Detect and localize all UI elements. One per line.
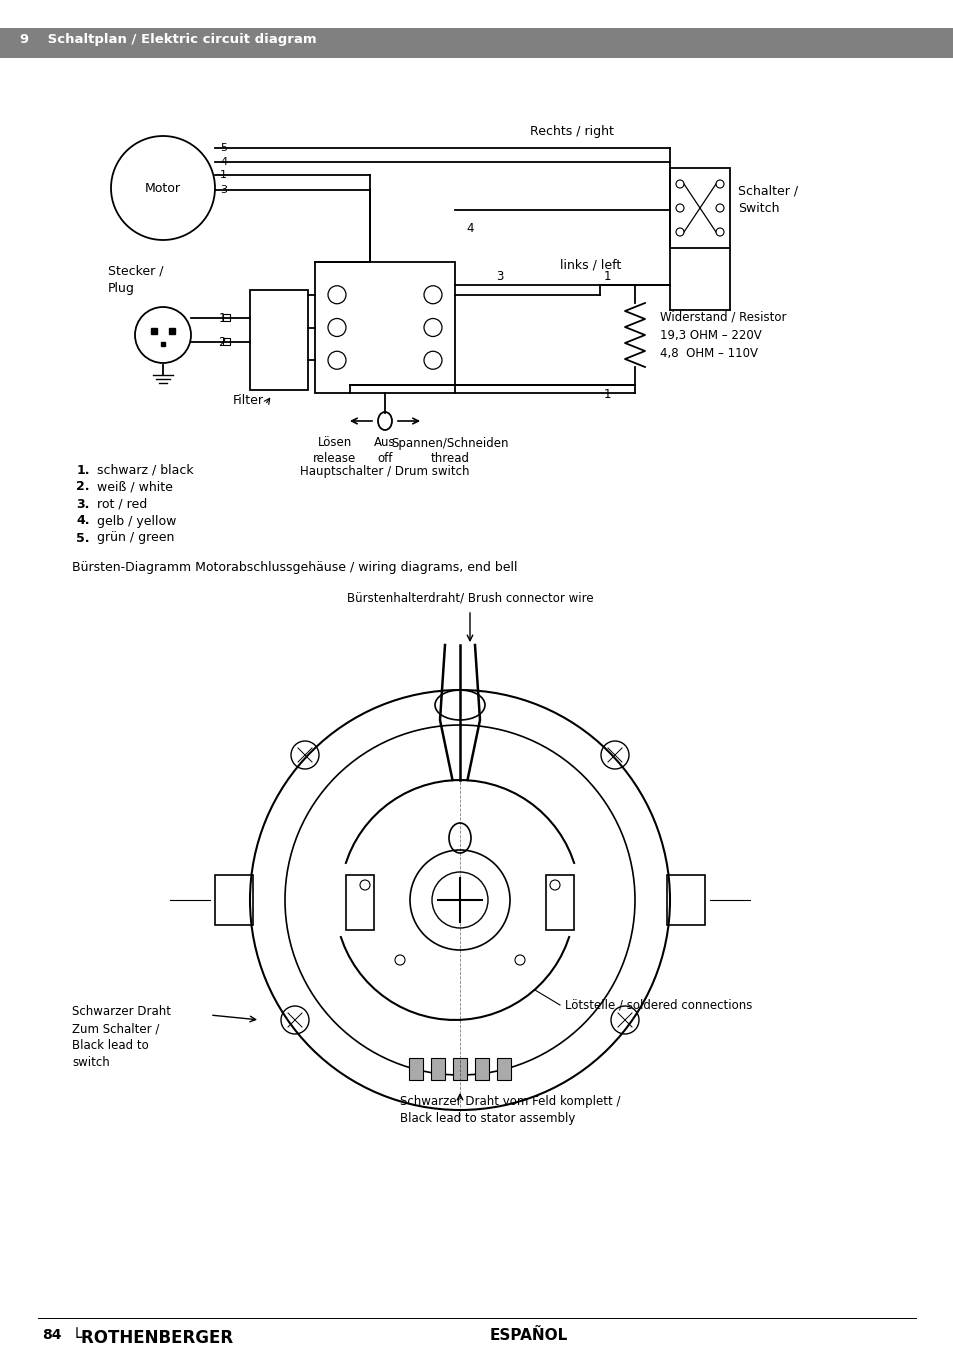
Bar <box>497 1059 511 1080</box>
Text: grün / green: grün / green <box>97 531 174 545</box>
Text: 2.: 2. <box>76 480 90 493</box>
Bar <box>475 1059 489 1080</box>
Text: links / left: links / left <box>559 258 620 272</box>
Text: 84: 84 <box>42 1328 61 1343</box>
Text: schwarz / black: schwarz / black <box>97 464 193 476</box>
Text: Filter: Filter <box>233 393 263 407</box>
Bar <box>545 875 574 930</box>
Text: Schwarzer Draht
Zum Schalter /
Black lead to
switch: Schwarzer Draht Zum Schalter / Black lea… <box>71 1005 171 1069</box>
Text: off: off <box>377 452 393 465</box>
Text: Schalter /
Switch: Schalter / Switch <box>738 185 798 215</box>
Text: 5.: 5. <box>76 531 90 545</box>
Text: thread: thread <box>430 452 469 465</box>
Text: └ROTHENBERGER: └ROTHENBERGER <box>71 1329 233 1347</box>
Text: rot / red: rot / red <box>97 498 147 511</box>
Bar <box>214 875 253 925</box>
Text: 2: 2 <box>218 335 226 349</box>
Text: Stecker /
Plug: Stecker / Plug <box>108 265 163 295</box>
Text: Lötstelle / soldered connections: Lötstelle / soldered connections <box>564 999 752 1011</box>
Text: 1: 1 <box>602 388 610 402</box>
Bar <box>666 875 704 925</box>
Text: ESPAÑOL: ESPAÑOL <box>490 1328 568 1343</box>
Bar <box>453 1059 467 1080</box>
Bar <box>669 168 729 247</box>
Text: 4: 4 <box>466 222 474 234</box>
Text: 3.: 3. <box>76 498 90 511</box>
Bar <box>250 289 308 389</box>
Text: Widerstand / Resistor
19,3 OHM – 220V
4,8  OHM – 110V: Widerstand / Resistor 19,3 OHM – 220V 4,… <box>659 311 785 360</box>
Text: gelb / yellow: gelb / yellow <box>97 515 176 527</box>
Text: Hauptschalter / Drum switch: Hauptschalter / Drum switch <box>300 465 469 477</box>
Text: 4.: 4. <box>76 515 90 527</box>
Text: 4: 4 <box>220 157 227 168</box>
Text: Aus: Aus <box>374 437 395 449</box>
Bar <box>0 28 953 58</box>
Text: weiß / white: weiß / white <box>97 480 172 493</box>
Text: 1: 1 <box>218 311 226 324</box>
Text: Bürsten-Diagramm Motorabschlussgehäuse / wiring diagrams, end bell: Bürsten-Diagramm Motorabschlussgehäuse /… <box>71 561 517 575</box>
Bar <box>314 262 455 393</box>
Text: Rechts / right: Rechts / right <box>530 126 613 138</box>
Text: 3: 3 <box>220 185 227 195</box>
Bar <box>431 1059 444 1080</box>
Text: release: release <box>313 452 356 465</box>
Text: Motor: Motor <box>145 181 181 195</box>
Bar <box>346 875 374 930</box>
Text: Spannen/Schneiden: Spannen/Schneiden <box>391 437 508 449</box>
Bar <box>223 314 230 320</box>
Bar <box>223 338 230 345</box>
Text: 5: 5 <box>220 143 227 153</box>
Bar <box>409 1059 422 1080</box>
Text: 1: 1 <box>220 170 227 180</box>
Text: 9    Schaltplan / Elektric circuit diagram: 9 Schaltplan / Elektric circuit diagram <box>20 34 316 46</box>
Text: Bürstenhalterdraht/ Brush connector wire: Bürstenhalterdraht/ Brush connector wire <box>346 592 593 604</box>
Text: 1.: 1. <box>76 464 90 476</box>
Text: Schwarzer Draht vom Feld komplett /
Black lead to stator assembly: Schwarzer Draht vom Feld komplett / Blac… <box>399 1095 619 1125</box>
Text: Lösen: Lösen <box>317 437 352 449</box>
Text: 3: 3 <box>496 270 503 284</box>
Text: 1: 1 <box>602 270 610 284</box>
